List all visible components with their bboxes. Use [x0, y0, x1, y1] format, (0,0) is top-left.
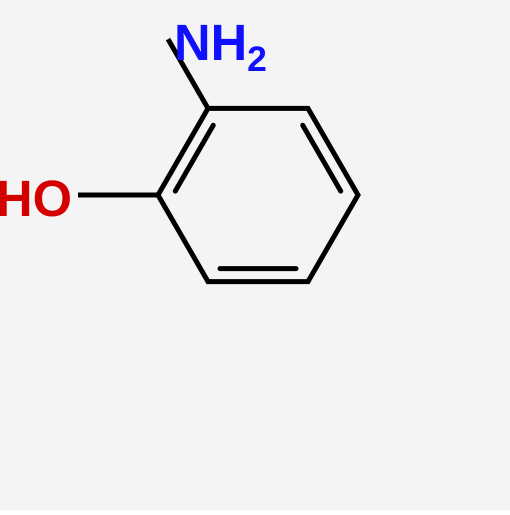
- substituent-label: NH2: [174, 18, 267, 69]
- substituent-label: HO: [0, 174, 72, 225]
- label-text: HO: [0, 170, 72, 227]
- benzene-ring-outer: [158, 108, 358, 281]
- label-text: NH: [174, 14, 247, 71]
- label-subscript: 2: [247, 39, 267, 79]
- chemical-structure-canvas: HO NH2: [0, 0, 510, 510]
